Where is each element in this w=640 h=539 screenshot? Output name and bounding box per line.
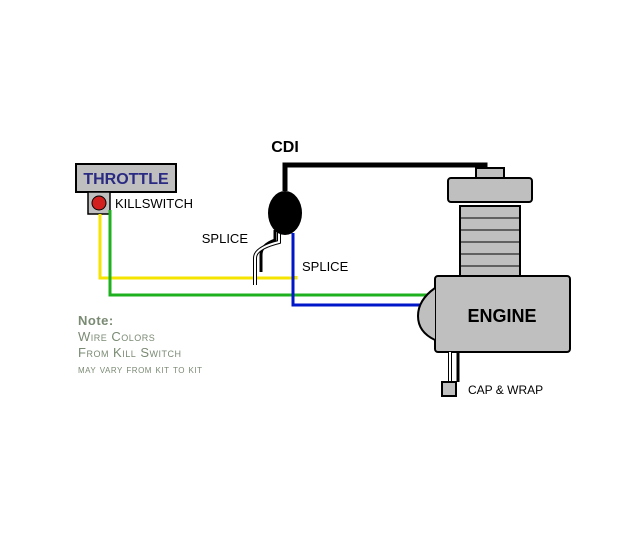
throttle-label: THROTTLE	[83, 171, 169, 188]
note-line2: Wire Colors	[78, 329, 155, 344]
splice1-label: SPLICE	[202, 231, 249, 246]
killswitch-button-icon	[92, 196, 106, 210]
splice2-label: SPLICE	[302, 259, 349, 274]
note-title: Note:	[78, 313, 114, 328]
cdi-label: CDI	[271, 139, 299, 156]
engine-label: ENGINE	[467, 306, 536, 326]
note-line3: From Kill Switch	[78, 345, 182, 360]
note-block: Note: Wire Colors From Kill Switch may v…	[78, 313, 202, 376]
capwrap-label: CAP & WRAP	[468, 383, 543, 397]
wire-cdi-left-black	[261, 230, 275, 272]
throttle-block: THROTTLE KILLSWITCH	[76, 164, 193, 214]
engine-block: ENGINE	[418, 168, 570, 396]
cap-icon	[442, 382, 456, 396]
note-line4: may vary from kit to kit	[78, 364, 202, 376]
killswitch-label: KILLSWITCH	[115, 196, 193, 211]
cdi-block	[268, 191, 302, 235]
wiring-diagram: THROTTLE KILLSWITCH CDI SPLICE SPLICE EN…	[0, 0, 640, 539]
